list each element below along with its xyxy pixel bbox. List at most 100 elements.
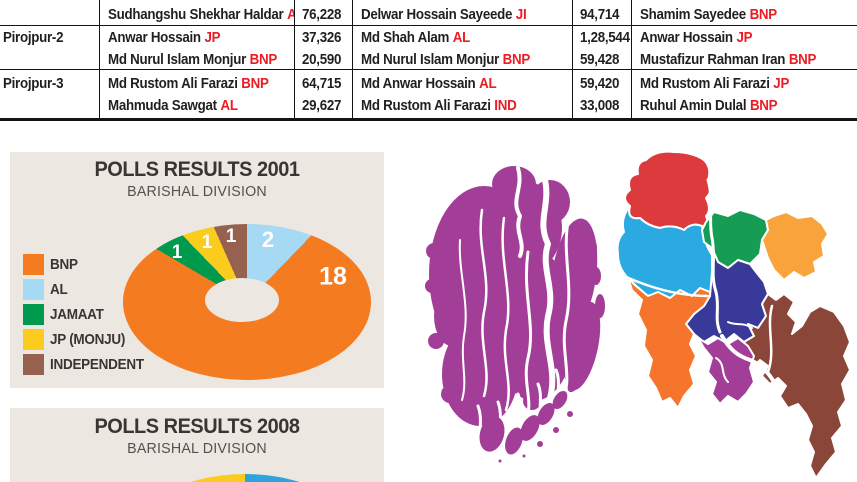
region-mymensingh (701, 209, 769, 269)
party-tag: AL (287, 7, 294, 23)
candidate-cell: Md Rustom Ali Farazi BNP Mahmuda Sawgat AL (100, 70, 295, 118)
legend-label: INDEPENDENT (50, 356, 144, 373)
votes-value: 76,228 (302, 7, 342, 23)
votes-cell: 64,715 29,627 (295, 70, 353, 118)
candidate-cell: Shamim Sayedee BNP (632, 0, 857, 26)
candidate-cell: Md Rustom Ali Farazi JP Ruhul Amin Dulal B… (632, 70, 857, 118)
legend-swatch-jp (23, 329, 44, 350)
votes-cell: 59,420 33,008 (573, 70, 632, 118)
bangladesh-divisions-map (616, 150, 851, 479)
chart-title: POLLS RESULTS 2001 (94, 158, 300, 181)
donut-hole (205, 278, 279, 322)
party-tag: AL (452, 30, 471, 46)
candidate-cell: Md Shah Alam AL Md Nurul Islam Monjur BNP (353, 26, 573, 70)
legend-swatch-independent (23, 354, 44, 375)
votes-value: 59,420 (580, 76, 620, 92)
party-tag: BNP (502, 52, 531, 68)
votes-value: 33,008 (580, 98, 620, 114)
candidate-name: Ruhul Amin Dulal (640, 98, 747, 114)
candidate-name: Md Nurul Islam Monjur (108, 52, 246, 68)
slice-value-al: 2 (261, 227, 275, 252)
chart-title: POLLS RESULTS 2008 (94, 415, 300, 438)
river-channels (458, 166, 571, 454)
party-tag: BNP (749, 7, 778, 23)
legend-item: INDEPENDENT (23, 354, 154, 375)
legend-label: BNP (50, 256, 78, 273)
table-row: Pirojpur-3 Md Rustom Ali Farazi BNP Mahmu… (0, 70, 857, 118)
party-tag: BNP (749, 98, 778, 114)
legend-item: JAMAAT (23, 304, 154, 325)
candidate-cell: Sudhangshu Shekhar HaldarAL (100, 0, 295, 26)
party-tag: JP (736, 30, 753, 46)
chart-legend: BNP AL JAMAAT JP (MONJU) INDEPENDENT (23, 254, 154, 375)
slice-value-jp: 1 (201, 232, 213, 253)
candidate-cell: Anwar Hossain JP Md Nurul Islam Monjur BNP (100, 26, 295, 70)
candidate-name: Md Rustom Ali Farazi (361, 98, 491, 114)
table-row: Pirojpur-2 Anwar Hossain JP Md Nurul Isla… (0, 26, 857, 70)
votes-value: 1,28,544 (580, 30, 630, 46)
candidate-cell: Md Anwar Hossain AL Md Rustom Ali Farazi I… (353, 70, 573, 118)
polls-2008-donut-chart (121, 474, 369, 482)
coastal-islands (479, 237, 605, 463)
party-tag: BNP (788, 52, 817, 68)
barishal-division-map (425, 166, 605, 463)
votes-cell: 1,28,544 59,428 (573, 26, 632, 70)
region-barishal (697, 337, 755, 405)
constituency-label: Pirojpur-2 (3, 30, 64, 46)
votes-cell: 37,326 20,590 (295, 26, 353, 70)
votes-cell: 94,714 (573, 0, 632, 26)
candidate-name: Md Rustom Ali Farazi (108, 76, 238, 92)
legend-swatch-jamaat (23, 304, 44, 325)
party-tag: BNP (249, 52, 278, 68)
region-khulna (627, 277, 711, 409)
legend-item: AL (23, 279, 154, 300)
candidate-name: Md Rustom Ali Farazi (640, 76, 770, 92)
legend-swatch-al (23, 279, 44, 300)
candidate-name: Md Nurul Islam Monjur (361, 52, 499, 68)
constituency-label: Pirojpur-1 (3, 0, 64, 1)
party-tag: AL (220, 98, 238, 114)
votes-value: 94,714 (580, 7, 620, 23)
party-tag: AL (479, 76, 497, 92)
legend-label: AL (50, 281, 68, 298)
candidate-name: Delwar Hossain Sayeede (361, 7, 513, 23)
slice-value-bnp: 18 (319, 262, 347, 291)
votes-value: 59,428 (580, 52, 620, 68)
party-tag: BNP (241, 76, 269, 92)
votes-value: 20,590 (302, 52, 342, 68)
legend-swatch-bnp (23, 254, 44, 275)
candidate-name: Md Anwar Hossain (361, 76, 476, 92)
river-lines (622, 178, 776, 384)
candidate-cell: Anwar Hossain JP Mustafizur Rahman Iran BN… (632, 26, 857, 70)
candidate-name: Mustafizur Rahman Iran (640, 52, 786, 68)
chart-subtitle: BARISHAL DIVISION (127, 440, 267, 457)
slice-value-jamaat: 1 (171, 242, 183, 263)
party-tag: IND (494, 98, 517, 114)
constituency-cell: Pirojpur-1 (0, 0, 100, 26)
party-tag: JP (773, 76, 790, 92)
candidate-name: Shamim Sayedee (640, 7, 746, 23)
results-table: Pirojpur-1 Sudhangshu Shekhar HaldarAL 7… (0, 0, 857, 121)
polls-2008-panel: POLLS RESULTS 2008 BARISHAL DIVISION (10, 408, 384, 482)
constituency-label: Pirojpur-3 (3, 76, 64, 92)
legend-label: JP (MONJU) (50, 331, 126, 348)
slice-value-independent: 1 (225, 226, 237, 247)
candidate-name: Mahmuda Sawgat (108, 98, 217, 114)
votes-value: 37,326 (302, 30, 342, 46)
constituency-cell: Pirojpur-2 (0, 26, 100, 70)
region-sylhet (761, 211, 829, 281)
legend-item: JP (MONJU) (23, 329, 154, 350)
candidate-name: Sudhangshu Shekhar Haldar (108, 7, 284, 23)
legend-item: BNP (23, 254, 154, 275)
barishal-landmass (425, 166, 601, 426)
candidate-name: Md Shah Alam (361, 30, 450, 46)
votes-cell: 76,228 (295, 0, 353, 26)
candidate-name: Anwar Hossain (108, 30, 201, 46)
party-tag: JI (515, 7, 527, 23)
party-tag: JP (204, 30, 221, 46)
candidate-name: Anwar Hossain (640, 30, 733, 46)
chart-subtitle: BARISHAL DIVISION (127, 183, 267, 200)
legend-label: JAMAAT (50, 306, 104, 323)
constituency-cell: Pirojpur-3 (0, 70, 100, 118)
